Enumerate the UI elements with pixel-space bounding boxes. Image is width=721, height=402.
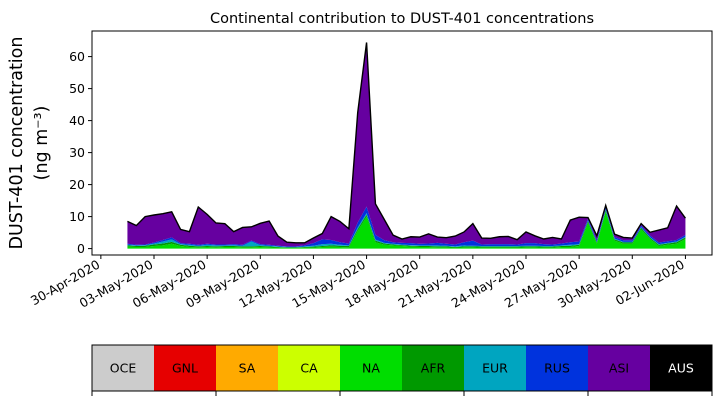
y-tick-label: 60 [69, 49, 85, 64]
colorbar-label-afr: AFR [421, 361, 446, 376]
colorbar-swatch-ca [278, 345, 341, 391]
stacked-areas [127, 42, 686, 249]
y-axis-label: DUST-401 concentration (ng m⁻³) [7, 37, 52, 250]
colorbar-label-na: NA [362, 361, 380, 376]
colorbar-swatch-gnl [154, 345, 217, 391]
colorbar-swatch-asi [588, 345, 651, 391]
area-aus [127, 42, 686, 243]
colorbar-frame [91, 344, 713, 392]
area-asi [127, 42, 686, 247]
colorbar-label-rus: RUS [544, 361, 570, 376]
colorbar-swatch-na [340, 345, 403, 391]
y-tick-label: 40 [69, 113, 85, 128]
y-tick-label: 50 [69, 81, 85, 96]
colorbar-label-gnl: GNL [172, 361, 198, 376]
plot-frame [91, 30, 713, 256]
colorbar-label-eur: EUR [482, 361, 508, 376]
y-axis-ticks: 0 10 20 30 40 50 60 [69, 49, 92, 256]
colorbar-label-ca: CA [300, 361, 318, 376]
y-tick-label: 0 [77, 241, 85, 256]
colorbar-label-sa: SA [239, 361, 256, 376]
colorbar-swatch-oce [92, 345, 155, 391]
colorbar-label-asi: ASI [609, 361, 629, 376]
chart-title: Continental contribution to DUST-401 con… [210, 11, 594, 27]
y-axis-label-line2: (ng m⁻³) [32, 106, 52, 181]
colorbar-swatch-sa [216, 345, 279, 391]
colorbar-swatch-eur [464, 345, 527, 391]
colorbar-legend: OCE GNL SA CA NA AFR EUR RUS ASI AUS [91, 344, 713, 396]
y-tick-label: 10 [69, 209, 85, 224]
colorbar-swatch-rus [526, 345, 589, 391]
area-na [127, 211, 686, 249]
total-line [127, 42, 686, 244]
y-axis-label-line1: DUST-401 concentration [7, 37, 27, 250]
y-tick-label: 20 [69, 177, 85, 192]
colorbar-swatch-afr [402, 345, 465, 391]
colorbar-label-oce: OCE [110, 361, 137, 376]
x-axis-ticks: 30-Apr-202003-May-202006-May-202009-May-… [28, 255, 687, 311]
colorbar-label-aus: AUS [668, 361, 694, 376]
y-tick-label: 30 [69, 145, 85, 160]
colorbar-swatch-aus [650, 345, 713, 391]
